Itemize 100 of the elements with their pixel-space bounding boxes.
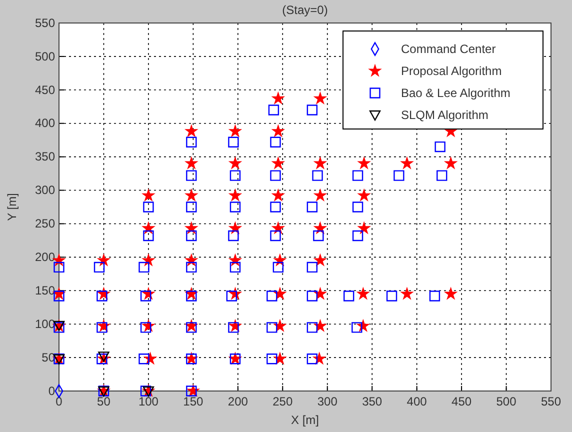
- point: [186, 322, 197, 333]
- point: [143, 202, 154, 212]
- point: [138, 354, 150, 364]
- x-tick-label: 50: [97, 394, 111, 409]
- point: [400, 157, 414, 169]
- point: [229, 125, 242, 137]
- point: [386, 290, 398, 302]
- point: [54, 290, 64, 302]
- y-tick-label: 550: [34, 16, 56, 30]
- point: [352, 322, 362, 333]
- point: [272, 189, 284, 201]
- point: [266, 354, 278, 364]
- y-tick-label: 500: [34, 49, 56, 64]
- point: [140, 290, 152, 302]
- point: [274, 288, 286, 300]
- point: [306, 322, 318, 333]
- point: [306, 354, 318, 364]
- point: [436, 170, 448, 181]
- x-tick-label: 300: [317, 394, 338, 409]
- point: [185, 189, 198, 201]
- point: [186, 386, 197, 396]
- point: [314, 189, 326, 201]
- y-tick-label: 0: [48, 384, 56, 398]
- point: [358, 222, 370, 234]
- point: [272, 262, 284, 273]
- x-tick-label: 350: [362, 394, 382, 409]
- point: [230, 170, 241, 181]
- point: [186, 230, 197, 242]
- x-axis-title: X [m]: [290, 413, 320, 427]
- y-tick-label: 350: [34, 150, 56, 164]
- y-tick-label: 450: [34, 82, 56, 97]
- point: [230, 262, 241, 273]
- y-axis-title: Y [m]: [5, 193, 19, 221]
- legend-label: SLQM Algorithm: [401, 108, 488, 122]
- point: [313, 230, 324, 242]
- point: [352, 170, 364, 181]
- point: [229, 189, 242, 201]
- y-tick-label: 400: [34, 116, 56, 130]
- point: [54, 262, 64, 273]
- point: [186, 262, 197, 273]
- point: [228, 322, 239, 333]
- point: [138, 262, 150, 273]
- point: [185, 157, 198, 169]
- point: [270, 136, 281, 148]
- chart-title: (Stay=0): [282, 3, 328, 17]
- point: [272, 157, 284, 169]
- point: [96, 290, 108, 302]
- point: [228, 230, 239, 242]
- point: [357, 288, 370, 300]
- x-tick-label: 150: [183, 394, 204, 409]
- point: [266, 322, 278, 333]
- point: [270, 202, 281, 212]
- point: [444, 288, 457, 300]
- x-tick-label: 500: [496, 394, 517, 409]
- point: [228, 136, 239, 148]
- x-tick-label: 100: [138, 394, 159, 409]
- point: [312, 170, 323, 181]
- point: [98, 352, 110, 362]
- point: [185, 125, 198, 137]
- point: [96, 354, 108, 364]
- point: [306, 262, 318, 273]
- legend-label: Command Center: [401, 42, 496, 56]
- legend-label: Bao & Lee Algorithm: [401, 86, 510, 100]
- point: [266, 290, 278, 302]
- point: [274, 320, 286, 332]
- point: [314, 320, 326, 332]
- legend-label: Proposal Algorithm: [401, 64, 502, 78]
- point: [142, 189, 155, 201]
- x-tick-label: 400: [406, 394, 428, 409]
- point: [352, 230, 364, 242]
- x-tick-label: 250: [272, 394, 293, 409]
- point: [96, 322, 108, 333]
- point: [352, 202, 364, 212]
- y-tick-label: 200: [34, 250, 56, 264]
- point: [140, 322, 152, 333]
- point: [186, 136, 197, 148]
- point: [268, 104, 280, 116]
- point: [272, 92, 284, 104]
- point: [343, 290, 354, 302]
- point: [186, 290, 197, 302]
- point: [314, 157, 326, 169]
- point: [270, 230, 281, 242]
- point: [434, 141, 446, 152]
- point: [314, 288, 326, 300]
- point: [94, 262, 105, 273]
- point: [270, 170, 281, 181]
- point: [358, 157, 370, 169]
- y-tick-label: 150: [34, 283, 56, 298]
- point: [230, 202, 241, 212]
- point: [306, 290, 318, 302]
- point: [143, 230, 154, 242]
- y-tick-label: 250: [34, 216, 56, 231]
- x-tick-label: 550: [540, 394, 562, 409]
- y-tick-label: 300: [34, 183, 56, 198]
- point: [400, 288, 414, 300]
- point: [314, 92, 326, 104]
- point: [358, 189, 370, 201]
- x-tick-label: 450: [452, 394, 472, 409]
- point: [98, 254, 110, 266]
- point: [394, 170, 404, 181]
